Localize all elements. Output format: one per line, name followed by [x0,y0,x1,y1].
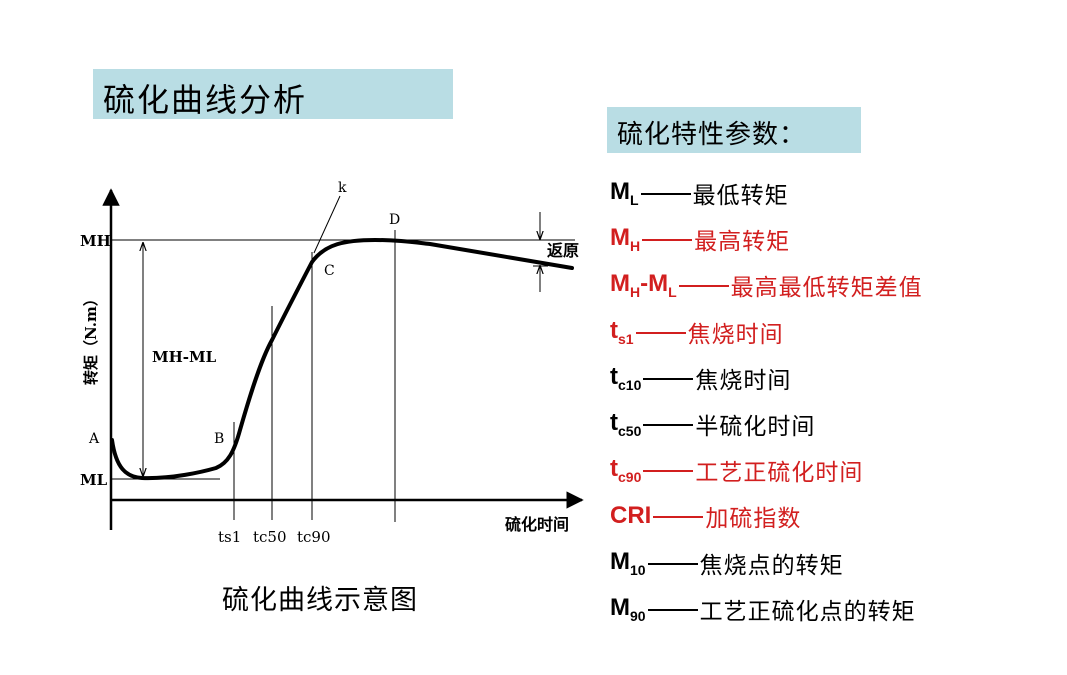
param-dash [640,193,691,196]
param-symbol: tc90 [610,455,641,485]
param-dash [643,470,694,473]
param-symbol-subscript: c90 [618,469,642,486]
param-row: MH-ML 最高最低转矩差值 [610,262,1060,308]
param-symbol-subscript: c10 [618,376,642,393]
param-dash [635,331,686,334]
x-axis-label: 硫化时间 [505,515,569,534]
param-symbol: M90 [610,594,646,624]
param-dash [647,562,698,565]
ml-axis-label: ML [80,471,108,489]
diagram-caption: 硫化曲线示意图 [222,585,418,616]
param-symbol-subscript: H [630,284,641,301]
page-title: 硫化曲线分析 [103,81,308,119]
param-symbol-base: M [610,178,630,206]
param-symbol-subscript: s1 [618,330,634,347]
vulcanization-curve-diagram: MH ML MH-ML A B C D k 返原 ts1 tc50 tc90 硫… [80,180,584,546]
param-symbol-subscript: 90 [630,607,646,624]
point-k-label: k [338,180,347,196]
param-symbol-base: M [610,224,630,252]
param-symbol: MH [610,224,640,254]
param-symbol-base: M [610,270,630,298]
param-description: 加硫指数 [705,506,802,533]
param-symbol-subscript: H [630,238,641,255]
param-symbol-subscript: c50 [618,423,642,440]
param-symbol-base: M [610,593,630,621]
param-row: M10 焦烧点的转矩 [610,540,1060,586]
param-symbol-subscript-2: L [668,284,677,301]
param-symbol-subscript: L [630,192,639,209]
param-symbol-base: M [610,547,630,575]
param-symbol-base: t [610,316,618,344]
param-symbol-subscript: 10 [630,561,646,578]
reversion-label: 返原 [547,241,579,260]
param-dash [643,424,694,427]
param-dash [647,608,698,611]
param-dash [653,516,704,519]
param-symbol: M10 [610,548,646,578]
param-description: 焦烧时间 [695,367,792,394]
param-row: tc50 半硫化时间 [610,401,1060,447]
param-description: 最高最低转矩差值 [730,275,923,302]
param-row: tc10 焦烧时间 [610,355,1060,401]
param-symbol-base: t [610,455,618,483]
k-pointer [313,195,341,254]
param-symbol-base: t [610,362,618,390]
param-description: 半硫化时间 [695,414,816,441]
param-dash [678,285,729,288]
param-description: 焦烧点的转矩 [699,552,844,579]
param-row: M90 工艺正硫化点的转矩 [610,586,1060,632]
param-description: 最低转矩 [692,183,789,210]
param-symbol: ML [610,178,639,208]
param-row: MH 最高转矩 [610,216,1060,262]
ts1-label: ts1 [218,528,241,546]
param-symbol: MH-ML [610,270,677,300]
param-description: 焦烧时间 [687,321,784,348]
param-symbol: tc10 [610,363,641,393]
param-description: 最高转矩 [694,229,791,256]
param-row: CRI 加硫指数 [610,493,1060,539]
param-symbol-tail: -M [640,270,669,298]
param-dash [642,239,693,242]
param-symbol: tc50 [610,409,641,439]
title-banner: 硫化曲线分析 [93,69,453,119]
param-symbol-base: CRI [610,502,652,530]
param-symbol: ts1 [610,317,634,347]
vulcanization-curve [110,238,574,481]
point-c-label: C [324,263,335,279]
mh-axis-label: MH [80,232,111,250]
param-symbol: CRI [610,502,651,530]
params-heading: 硫化特性参数： [617,120,807,150]
param-description: 工艺正硫化点的转矩 [699,598,916,625]
param-symbol-base: t [610,409,618,437]
point-b-label: B [214,431,224,447]
param-row: ts1 焦烧时间 [610,309,1060,355]
params-heading-banner: 硫化特性参数： [607,107,861,153]
mh-ml-label: MH-ML [152,348,217,366]
point-a-label: A [88,431,100,447]
param-row: ML 最低转矩 [610,170,1060,216]
parameter-list: ML 最低转矩 MH 最高转矩 MH-ML 最高最低转矩差值 ts1 焦烧时间 tc10 焦烧时间… [610,170,1060,632]
y-axis-label: 转矩（N.m） [82,291,100,385]
param-row: tc90 工艺正硫化时间 [610,447,1060,493]
param-dash [643,377,694,380]
point-d-label: D [389,212,400,228]
param-description: 工艺正硫化时间 [695,460,864,487]
tc90-label: tc90 [297,528,331,546]
tc50-label: tc50 [253,528,287,546]
